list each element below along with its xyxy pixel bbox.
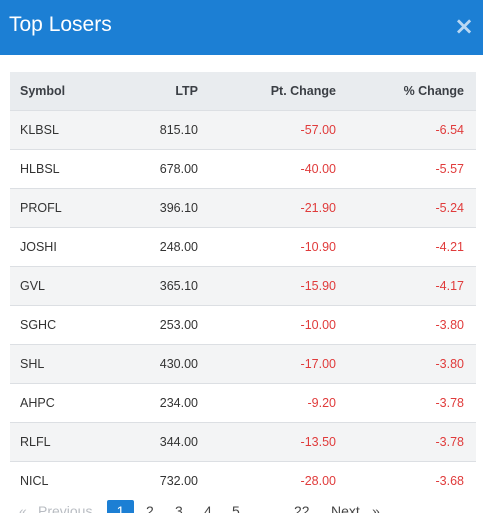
previous-page-button[interactable]: Previous xyxy=(38,503,93,513)
cell-symbol[interactable]: PROFL xyxy=(20,200,62,215)
cell-ltp: 430.00 xyxy=(159,356,198,371)
cell-symbol[interactable]: JOSHI xyxy=(20,239,57,254)
cell-pt-change: -28.00 xyxy=(300,473,336,488)
cell-symbol[interactable]: KLBSL xyxy=(20,122,59,137)
table-row[interactable]: AHPC 234.00 -9.20 -3.78 xyxy=(10,383,476,422)
cell-ltp: 365.10 xyxy=(159,278,198,293)
cell-pct-change: -3.78 xyxy=(435,434,465,449)
cell-ltp: 253.00 xyxy=(159,317,198,332)
cell-pct-change: -5.24 xyxy=(435,200,465,215)
cell-symbol[interactable]: SGHC xyxy=(20,317,57,332)
table-row[interactable]: RLFL 344.00 -13.50 -3.78 xyxy=(10,422,476,461)
table-row[interactable]: GVL 365.10 -15.90 -4.17 xyxy=(10,266,476,305)
pagination: « Previous 1 2 3 4 5 22 Next » xyxy=(10,500,476,513)
cell-pct-change: -4.21 xyxy=(435,239,465,254)
cell-ltp: 815.10 xyxy=(159,122,198,137)
page-link-1[interactable]: 1 xyxy=(107,500,134,513)
cell-pct-change: -3.80 xyxy=(435,317,465,332)
cell-pt-change: -21.90 xyxy=(300,200,336,215)
cell-pt-change: -10.90 xyxy=(300,239,336,254)
modal-title: Top Losers xyxy=(9,13,112,36)
cell-pt-change: -15.90 xyxy=(300,278,336,293)
page-link-4[interactable]: 4 xyxy=(204,503,212,513)
cell-ltp: 248.00 xyxy=(159,239,198,254)
page-link-5[interactable]: 5 xyxy=(232,503,240,513)
cell-ltp: 344.00 xyxy=(159,434,198,449)
top-losers-table: Symbol LTP Pt. Change % Change KLBSL 815… xyxy=(10,72,476,500)
modal-header: Top Losers × xyxy=(0,0,483,55)
cell-pt-change: -40.00 xyxy=(300,161,336,176)
cell-symbol[interactable]: AHPC xyxy=(20,395,55,410)
close-icon[interactable]: × xyxy=(453,12,475,40)
next-page-button[interactable]: Next xyxy=(331,503,360,513)
cell-ltp: 396.10 xyxy=(159,200,198,215)
cell-symbol[interactable]: SHL xyxy=(20,356,45,371)
table-row[interactable]: PROFL 396.10 -21.90 -5.24 xyxy=(10,188,476,227)
cell-pt-change: -10.00 xyxy=(300,317,336,332)
table-row[interactable]: HLBSL 678.00 -40.00 -5.57 xyxy=(10,149,476,188)
first-page-link[interactable]: « xyxy=(19,503,27,513)
cell-pct-change: -6.54 xyxy=(435,122,465,137)
cell-pct-change: -3.80 xyxy=(435,356,465,371)
cell-pct-change: -4.17 xyxy=(435,278,465,293)
table-header-row: Symbol LTP Pt. Change % Change xyxy=(10,72,476,110)
table-row[interactable]: NICL 732.00 -28.00 -3.68 xyxy=(10,461,476,500)
page-link-last[interactable]: 22 xyxy=(294,503,310,513)
column-header-ltp[interactable]: LTP xyxy=(175,83,198,98)
column-header-pct-change[interactable]: % Change xyxy=(403,83,464,98)
cell-symbol[interactable]: NICL xyxy=(20,473,49,488)
cell-symbol[interactable]: RLFL xyxy=(20,434,51,449)
cell-symbol[interactable]: HLBSL xyxy=(20,161,60,176)
cell-pt-change: -17.00 xyxy=(300,356,336,371)
last-page-link[interactable]: » xyxy=(372,503,380,513)
table-row[interactable]: KLBSL 815.10 -57.00 -6.54 xyxy=(10,110,476,149)
column-header-pt-change[interactable]: Pt. Change xyxy=(270,83,336,98)
cell-ltp: 678.00 xyxy=(159,161,198,176)
cell-pct-change: -3.68 xyxy=(435,473,465,488)
column-header-symbol[interactable]: Symbol xyxy=(20,83,66,98)
cell-symbol[interactable]: GVL xyxy=(20,278,46,293)
cell-pt-change: -57.00 xyxy=(300,122,336,137)
cell-pt-change: -9.20 xyxy=(307,395,337,410)
cell-pct-change: -3.78 xyxy=(435,395,465,410)
cell-pt-change: -13.50 xyxy=(300,434,336,449)
cell-ltp: 234.00 xyxy=(159,395,198,410)
cell-ltp: 732.00 xyxy=(159,473,198,488)
page-link-2[interactable]: 2 xyxy=(146,503,154,513)
cell-pct-change: -5.57 xyxy=(435,161,465,176)
table-row[interactable]: SGHC 253.00 -10.00 -3.80 xyxy=(10,305,476,344)
page-link-3[interactable]: 3 xyxy=(175,503,183,513)
table-row[interactable]: SHL 430.00 -17.00 -3.80 xyxy=(10,344,476,383)
table-row[interactable]: JOSHI 248.00 -10.90 -4.21 xyxy=(10,227,476,266)
